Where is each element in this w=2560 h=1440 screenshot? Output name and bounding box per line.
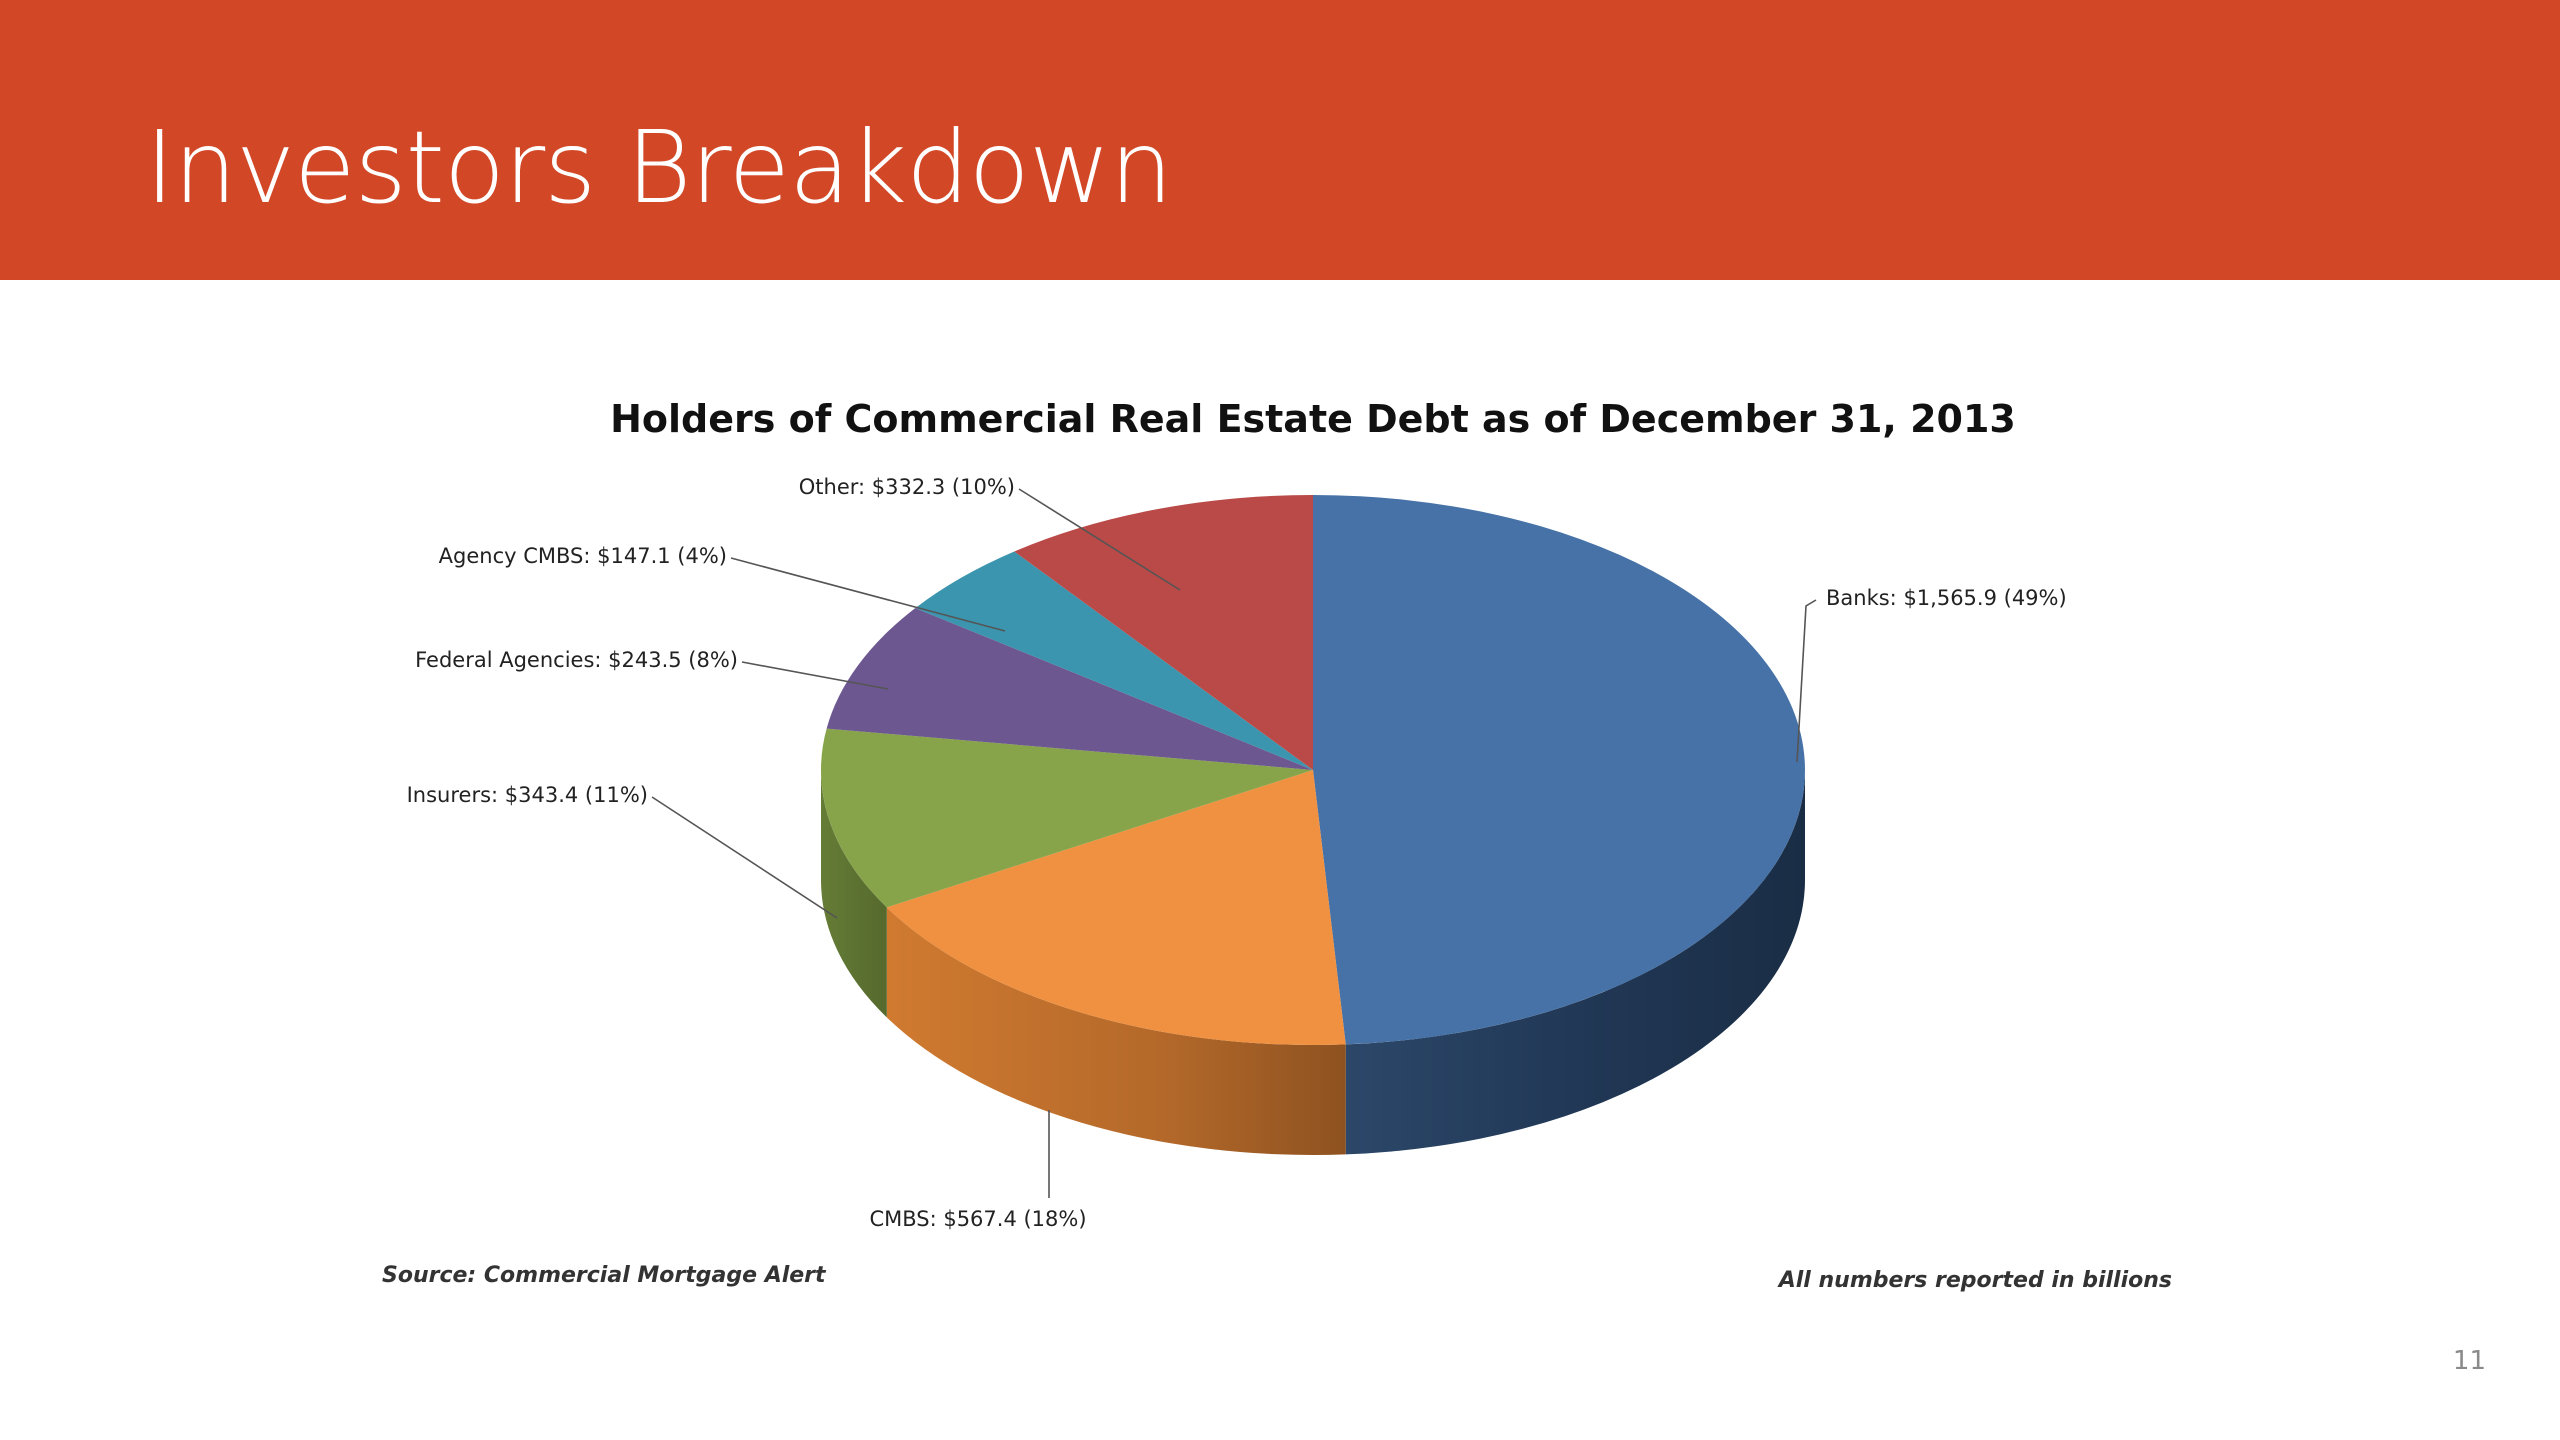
slice-label-agency-cmbs: Agency CMBS: $147.1 (4%): [439, 544, 727, 568]
header-bar: [0, 0, 2560, 280]
leader-line-banks: [1796, 599, 1817, 763]
slide-title: Investors Breakdown: [145, 109, 1173, 226]
units-note: All numbers reported in billions: [1777, 1268, 2172, 1293]
slice-label-insurers: Insurers: $343.4 (11%): [407, 783, 648, 807]
pie-tops: [820, 495, 1805, 1045]
pie-slice-cmbs: [886, 770, 1346, 1045]
pie-slice-other: [1014, 495, 1313, 770]
pie-slice-agency-cmbs: [915, 551, 1313, 770]
slice-label-federal-agencies: Federal Agencies: $243.5 (8%): [415, 648, 738, 672]
slice-label-banks: Banks: $1,565.9 (49%): [1826, 586, 2067, 610]
slice-label-other: Other: $332.3 (10%): [799, 475, 1015, 499]
pie-slice-insurers: [820, 728, 1313, 908]
pie-leaders: [651, 488, 1817, 1198]
leader-line-other: [1018, 488, 1181, 591]
source-note: Source: Commercial Mortgage Alert: [382, 1263, 827, 1288]
pie-side-cmbs: [886, 907, 1346, 1155]
leader-line-agency-cmbs: [730, 557, 1006, 632]
pie-labels: Banks: $1,565.9 (49%) CMBS: $567.4 (18%) I…: [407, 475, 2067, 1231]
leader-line-insurers: [651, 796, 838, 919]
chart-title: Holders of Commercial Real Estate Debt a…: [610, 397, 2016, 441]
page-number: 11: [2452, 1346, 2486, 1376]
pie-slice-banks: [1313, 495, 1805, 1045]
pie-side-banks: [1345, 770, 1805, 1155]
slice-label-cmbs: CMBS: $567.4 (18%): [869, 1207, 1086, 1231]
pie-sides: [821, 770, 1805, 1155]
pie-slice-federal-agencies: [826, 608, 1313, 770]
pie-side-insurers: [821, 770, 887, 1018]
leader-line-federal-agencies: [741, 661, 889, 690]
